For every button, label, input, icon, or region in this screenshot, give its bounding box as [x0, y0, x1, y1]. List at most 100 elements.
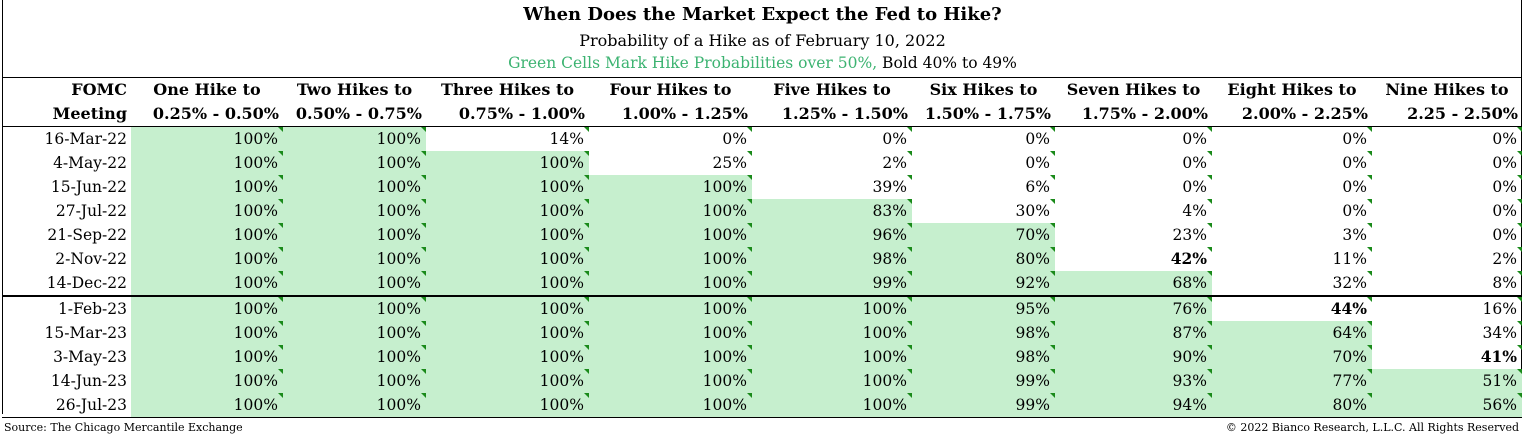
- header-row-1: FOMC One Hike to Two Hikes to Three Hikes t…: [2, 77, 1522, 102]
- probability-cell: 100%: [131, 175, 283, 199]
- probability-cell: 100%: [426, 321, 589, 345]
- probability-cell: 100%: [283, 295, 426, 321]
- column-range-4: 1.00% - 1.25%: [589, 102, 752, 127]
- probability-cell: 100%: [283, 151, 426, 175]
- probability-cell: 0%: [589, 126, 752, 152]
- probability-cell: 0%: [1212, 126, 1372, 152]
- column-range-5: 1.25% - 1.50%: [752, 102, 912, 127]
- probability-cell: 100%: [131, 369, 283, 393]
- probability-cell: 16%: [1372, 295, 1522, 321]
- probability-cell: 95%: [912, 295, 1055, 321]
- probability-cell: 0%: [912, 126, 1055, 152]
- probability-cell: 56%: [1372, 393, 1522, 418]
- probability-cell: 100%: [131, 271, 283, 296]
- probability-cell: 100%: [589, 369, 752, 393]
- chart-legend-note: Green Cells Mark Hike Probabilities over…: [0, 54, 1525, 72]
- probability-cell: 99%: [752, 271, 912, 296]
- probability-cell: 100%: [426, 393, 589, 418]
- meeting-date: 14-Jun-23: [50, 372, 127, 390]
- probability-cell: 32%: [1212, 271, 1372, 296]
- table-row: 1-Feb-23 100% 100% 100% 100% 100% 95% 76% 44% 16%: [2, 295, 1522, 321]
- column-range-1: 0.25% - 0.50%: [131, 102, 283, 127]
- table-row: 4-May-22 100% 100% 100% 25% 2% 0% 0% 0% 0%: [2, 151, 1522, 175]
- meeting-date: 14-Dec-22: [46, 274, 127, 292]
- column-range-8: 2.00% - 2.25%: [1212, 102, 1372, 127]
- column-range-6: 1.50% - 1.75%: [912, 102, 1055, 127]
- table-row: 15-Jun-22 100% 100% 100% 100% 39% 6% 0% 0% 0%: [2, 175, 1522, 199]
- table-row: 21-Sep-22 100% 100% 100% 100% 96% 70% 23% 3% 0%: [2, 223, 1522, 247]
- probability-cell: 87%: [1055, 321, 1212, 345]
- header-row-2: Meeting 0.25% - 0.50% 0.50% - 0.75% 0.75% -…: [2, 102, 1522, 127]
- probability-cell: 3%: [1212, 223, 1372, 247]
- column-header-4: Four Hikes to: [589, 77, 752, 102]
- chart-title: When Does the Market Expect the Fed to H…: [523, 4, 1002, 25]
- probability-cell: 100%: [131, 223, 283, 247]
- probability-cell: 98%: [912, 321, 1055, 345]
- probability-cell: 100%: [131, 126, 283, 151]
- probability-cell: 100%: [589, 199, 752, 223]
- probability-cell: 100%: [589, 175, 752, 199]
- probability-cell: 0%: [1372, 175, 1522, 199]
- probability-cell: 100%: [131, 151, 283, 175]
- column-range-0: Meeting: [2, 102, 131, 127]
- green-note: Green Cells Mark Hike Probabilities over…: [508, 54, 878, 72]
- probability-cell: 94%: [1055, 393, 1212, 418]
- probability-cell: 100%: [426, 369, 589, 393]
- probability-table: FOMC One Hike to Two Hikes to Three Hikes t…: [2, 77, 1522, 418]
- probability-cell: 100%: [283, 271, 426, 296]
- probability-cell: 100%: [426, 175, 589, 199]
- probability-cell: 100%: [589, 271, 752, 296]
- probability-cell: 0%: [1055, 151, 1212, 175]
- probability-cell: 0%: [912, 151, 1055, 175]
- probability-cell: 2%: [752, 151, 912, 175]
- probability-cell: 100%: [752, 295, 912, 321]
- meeting-date: 15-Jun-22: [50, 178, 127, 196]
- probability-cell: 30%: [912, 199, 1055, 223]
- probability-cell: 0%: [752, 126, 912, 152]
- probability-cell: 100%: [283, 175, 426, 199]
- column-header-7: Seven Hikes to: [1055, 77, 1212, 102]
- probability-cell: 51%: [1372, 369, 1522, 393]
- copyright-note: © 2022 Bianco Research, L.L.C. All Right…: [1225, 421, 1519, 434]
- meeting-date: 16-Mar-22: [44, 130, 127, 148]
- probability-cell: 100%: [589, 247, 752, 271]
- probability-cell: 100%: [426, 271, 589, 296]
- probability-cell: 100%: [589, 321, 752, 345]
- probability-cell: 14%: [426, 126, 589, 152]
- column-header-2: Two Hikes to: [283, 77, 426, 102]
- probability-cell: 100%: [131, 393, 283, 418]
- probability-cell: 100%: [283, 345, 426, 369]
- probability-cell: 39%: [752, 175, 912, 199]
- table-body: 16-Mar-22 100% 100% 14% 0% 0% 0% 0% 0% 0% 4-May-22…: [2, 126, 1522, 418]
- probability-cell: 0%: [1372, 151, 1522, 175]
- meeting-date: 3-May-23: [53, 348, 127, 366]
- probability-cell: 83%: [752, 199, 912, 223]
- table-row: 27-Jul-22 100% 100% 100% 100% 83% 30% 4% 0% 0%: [2, 199, 1522, 223]
- probability-cell: 34%: [1372, 321, 1522, 345]
- probability-cell: 96%: [752, 223, 912, 247]
- chart-subtitle: Probability of a Hike as of February 10,…: [579, 31, 946, 50]
- meeting-date: 1-Feb-23: [2, 295, 131, 321]
- table-row: 14-Dec-22 100% 100% 100% 100% 99% 92% 68% 32% 8%: [2, 271, 1522, 296]
- chart-frame: [2, 0, 1522, 414]
- probability-cell: 0%: [1212, 199, 1372, 223]
- probability-cell: 92%: [912, 271, 1055, 296]
- probability-cell: 100%: [752, 369, 912, 393]
- probability-cell: 100%: [426, 345, 589, 369]
- probability-cell: 41%: [1372, 345, 1522, 369]
- meeting-date: 2-Nov-22: [55, 250, 127, 268]
- probability-cell: 64%: [1212, 321, 1372, 345]
- probability-cell: 42%: [1055, 247, 1212, 271]
- table-row: 16-Mar-22 100% 100% 14% 0% 0% 0% 0% 0% 0%: [2, 126, 1522, 152]
- probability-cell: 6%: [912, 175, 1055, 199]
- column-header-1: One Hike to: [131, 77, 283, 102]
- table-row: 3-May-23 100% 100% 100% 100% 100% 98% 90% 70% 41%: [2, 345, 1522, 369]
- probability-cell: 100%: [131, 345, 283, 369]
- probability-cell: 93%: [1055, 369, 1212, 393]
- probability-cell: 100%: [131, 199, 283, 223]
- table-row: 15-Mar-23 100% 100% 100% 100% 100% 98% 87% 64% 34…: [2, 321, 1522, 345]
- probability-cell: 68%: [1055, 271, 1212, 296]
- probability-cell: 100%: [589, 345, 752, 369]
- column-range-7: 1.75% - 2.00%: [1055, 102, 1212, 127]
- probability-cell: 100%: [131, 247, 283, 271]
